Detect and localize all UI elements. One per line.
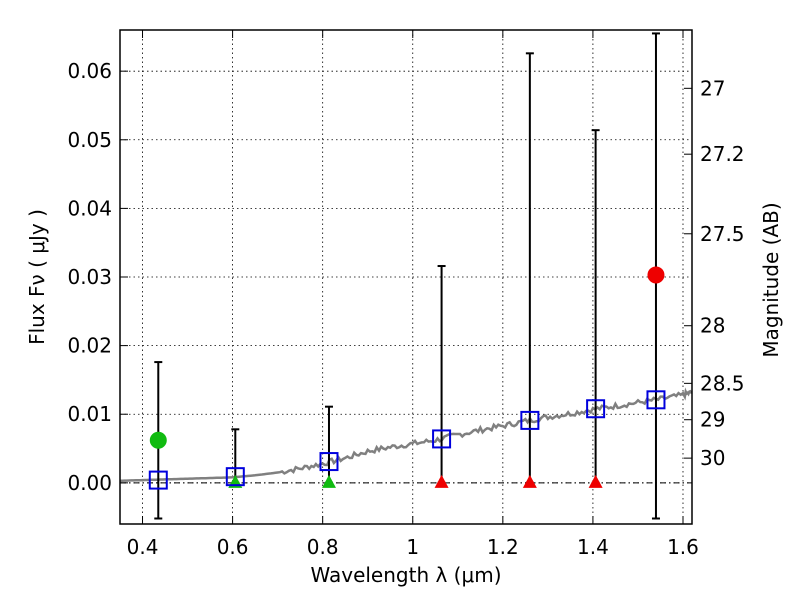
data-point-circle bbox=[647, 266, 665, 284]
right-tick-labels: 27 27.2 27.5 28 28.5 29 30 bbox=[700, 76, 745, 470]
model-flux-square bbox=[148, 470, 168, 490]
right-tick-label: 27 bbox=[700, 76, 725, 100]
right-tick-label: 27.5 bbox=[700, 222, 745, 246]
y-tick-label: 0.02 bbox=[67, 334, 112, 358]
x-axis-title: Wavelength λ (μm) bbox=[310, 563, 501, 587]
model-flux-square bbox=[432, 429, 452, 449]
model-flux-square bbox=[586, 399, 606, 419]
y-tick-label: 0.06 bbox=[67, 59, 112, 83]
y-tick-label: 0.00 bbox=[67, 471, 112, 495]
y-axis-title: Flux Fν ( μJy ) bbox=[25, 209, 49, 345]
template-spectrum-line bbox=[119, 387, 693, 483]
y-tick-label: 0.04 bbox=[67, 196, 112, 220]
upper-limit-triangle bbox=[321, 474, 336, 488]
x-tick-label: 1.4 bbox=[577, 535, 609, 559]
template-curve bbox=[119, 387, 693, 483]
upper-limit-triangle bbox=[588, 474, 603, 488]
x-tick-labels: 0.4 0.6 0.8 1 1.2 1.4 1.6 bbox=[127, 535, 699, 559]
data-markers bbox=[148, 266, 666, 490]
x-tick-label: 1.2 bbox=[487, 535, 519, 559]
y-tick-labels: 0.00 0.01 0.02 0.03 0.04 0.05 0.06 bbox=[67, 59, 112, 495]
x-tick-label: 0.8 bbox=[307, 535, 339, 559]
y-axis-title-right: Magnitude (AB) bbox=[759, 202, 783, 357]
data-point-circle bbox=[149, 431, 167, 449]
right-tick-label: 29 bbox=[700, 408, 725, 432]
y-tick-label: 0.01 bbox=[67, 402, 112, 426]
y-tick-label: 0.05 bbox=[67, 128, 112, 152]
upper-limit-triangle bbox=[434, 474, 449, 488]
right-tick-label: 30 bbox=[700, 446, 725, 470]
y-tick-label: 0.03 bbox=[67, 265, 112, 289]
model-flux-square bbox=[225, 467, 245, 487]
x-tick-label: 1.6 bbox=[667, 535, 699, 559]
model-flux-square bbox=[520, 410, 540, 430]
x-tick-label: 0.4 bbox=[127, 535, 159, 559]
x-tick-label: 1 bbox=[406, 535, 419, 559]
right-tick-label: 28.5 bbox=[700, 371, 745, 395]
model-flux-square bbox=[646, 390, 666, 410]
right-tick-label: 27.2 bbox=[700, 142, 745, 166]
upper-limit-triangle bbox=[522, 474, 537, 488]
model-flux-square bbox=[319, 452, 339, 472]
axis-ticks bbox=[120, 30, 692, 524]
x-tick-label: 0.6 bbox=[217, 535, 249, 559]
grid-lines bbox=[120, 30, 692, 524]
right-tick-label: 28 bbox=[700, 314, 725, 338]
